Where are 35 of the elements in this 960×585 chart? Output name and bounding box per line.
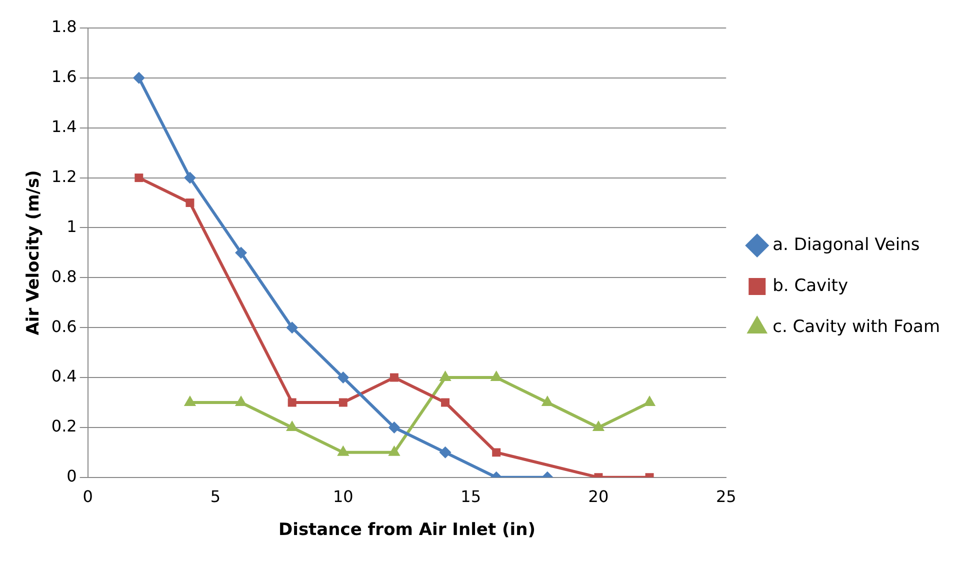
point [184, 172, 196, 184]
point [592, 420, 605, 431]
y-tick-label: 1.4 [51, 117, 77, 136]
y-tick-label: 0.8 [51, 266, 77, 286]
point [541, 396, 554, 406]
point [184, 396, 196, 406]
point [388, 445, 400, 456]
y-tick-label: 0 [66, 466, 77, 486]
x-tick-label: 15 [460, 487, 481, 506]
point [134, 174, 144, 182]
x-axis-title: Distance from Air Inlet (in) [278, 520, 536, 540]
x-tick-label: 25 [716, 487, 736, 506]
point [186, 198, 194, 208]
x-tick-label: 10 [332, 487, 354, 506]
legend-label: c. Cavity with Foam [772, 316, 940, 337]
point [390, 373, 398, 382]
y-axis-title: Air Velocity (m/s) [24, 170, 44, 336]
legend-label: b. Cavity [772, 276, 848, 296]
point [439, 370, 452, 382]
y-tick-label: 0.2 [51, 416, 77, 436]
y-tick-label: 1.2 [51, 166, 77, 186]
legend-label: a. Diagonal Veins [772, 234, 920, 255]
x-tick-label: 0 [82, 487, 93, 506]
point [337, 445, 350, 456]
y-tick-label: 1.8 [51, 17, 77, 36]
point [490, 370, 502, 382]
point [286, 322, 298, 334]
y-tick-label: 0.6 [51, 316, 77, 336]
point [132, 72, 145, 84]
x-tick-label: 5 [210, 487, 221, 506]
y-tick-label: 1 [66, 216, 77, 236]
point [235, 246, 248, 259]
y-tick-label: 0.4 [51, 366, 77, 386]
y-tick-label: 1.6 [51, 67, 77, 86]
x-tick-label: 20 [588, 487, 609, 506]
